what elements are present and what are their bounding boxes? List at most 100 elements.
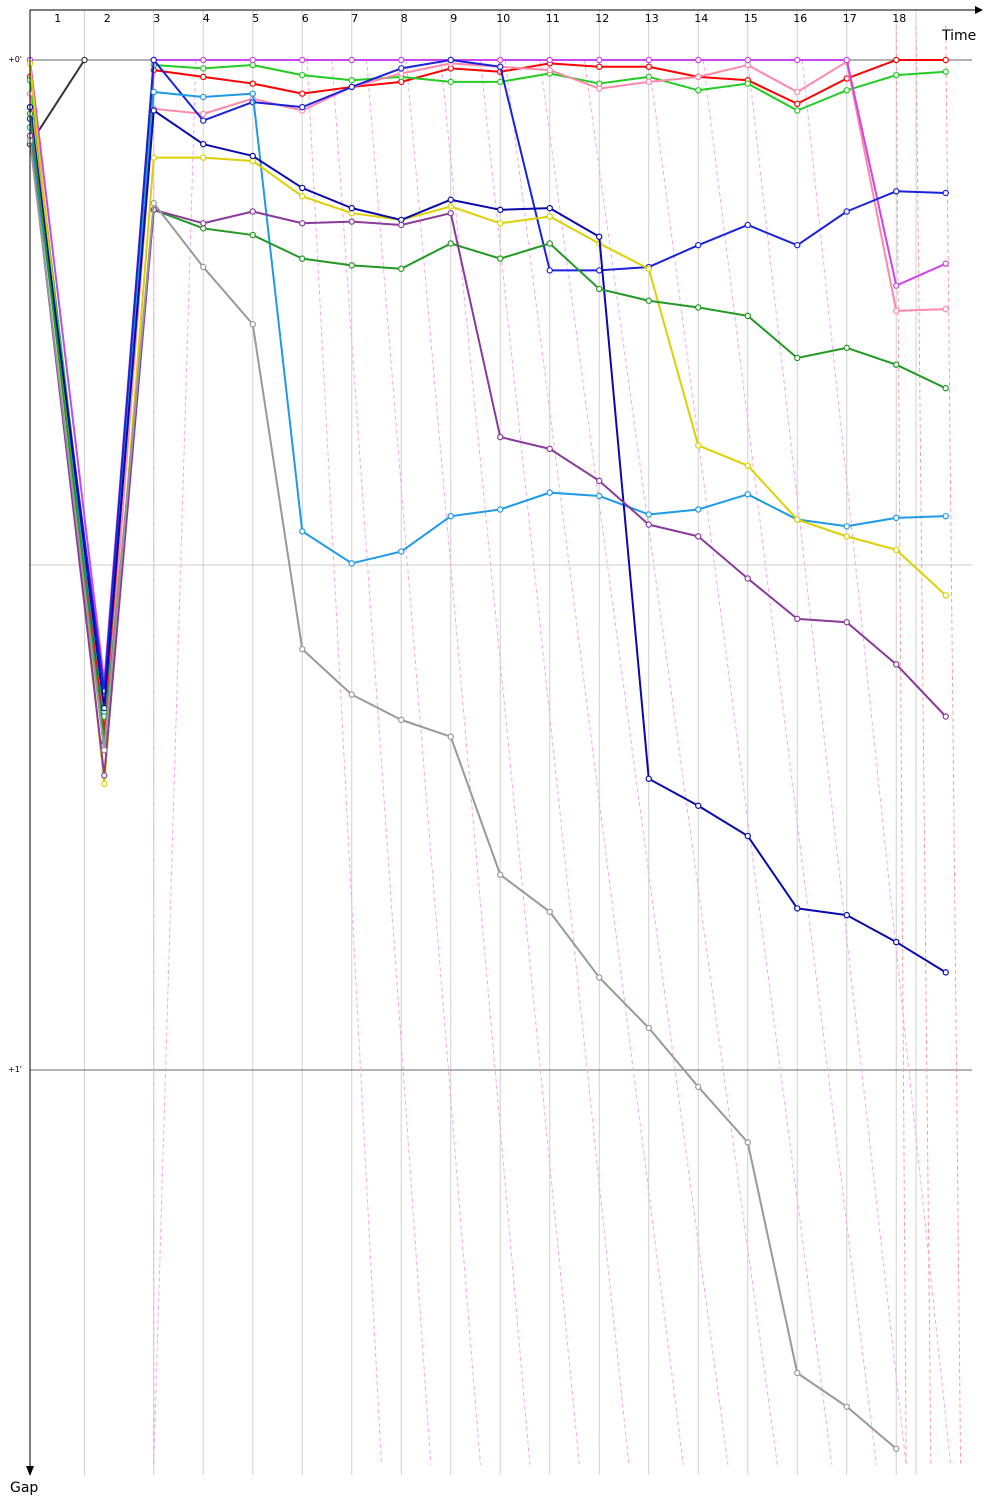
- series-5-point-17: [843, 56, 850, 64]
- y-tick-label-1: +0': [8, 55, 22, 64]
- series-11-point-14: [695, 533, 702, 540]
- lap-label-14: 14: [694, 12, 708, 25]
- series-10-point-14: [695, 304, 702, 311]
- y-axis-title: Gap: [10, 1480, 38, 1496]
- series-6-point-12: [596, 267, 603, 274]
- series-12-point-5: [249, 321, 256, 328]
- series-9-point-11: [546, 204, 553, 212]
- series-3-point-17: [843, 87, 850, 94]
- series-6-point-18: [893, 188, 900, 195]
- series-8-point-4: [200, 154, 207, 161]
- series-2-point-17: [843, 75, 850, 82]
- series-4-point-19: [942, 305, 949, 313]
- series-9-point-3: [150, 107, 157, 114]
- pit-line-3: [306, 59, 382, 1466]
- series-7-point-11: [546, 489, 553, 496]
- series-6-point-6: [299, 103, 306, 111]
- axes-layer: Time Gap: [10, 6, 983, 1496]
- pit-line-7: [440, 59, 580, 1466]
- lap-label-16: 16: [793, 12, 807, 25]
- series-2-point-9: [447, 65, 454, 72]
- x-axis-title: Time: [941, 28, 976, 44]
- pit-lines-layer: [153, 24, 962, 1466]
- series-3-point-13: [645, 73, 652, 81]
- series-10-point-15: [744, 312, 751, 320]
- series-4-point-4: [200, 110, 207, 118]
- series-11-point-2: [101, 772, 108, 779]
- series-10-point-8: [398, 265, 405, 272]
- series-3-point-16: [794, 107, 801, 114]
- red-pit-line-3: [945, 24, 962, 1466]
- series-8-point-18: [893, 546, 900, 554]
- x-axis-arrow: [975, 6, 983, 14]
- series-10-point-6: [299, 255, 306, 262]
- series-7-point-6: [299, 528, 306, 535]
- series-9-point-12: [596, 233, 603, 240]
- pit-line-10: [539, 59, 729, 1466]
- series-7-point-13: [645, 511, 652, 518]
- series-2-point-19: [942, 56, 949, 64]
- series-2-point-18: [893, 56, 900, 64]
- series-3-point-10: [497, 78, 504, 86]
- series-9-point-13: [645, 775, 652, 782]
- series-8-point-6: [299, 193, 306, 200]
- lap-label-12: 12: [595, 12, 609, 25]
- series-5-line: [29, 59, 947, 684]
- series-2-point-6: [299, 90, 306, 97]
- series-2-point-5: [249, 80, 256, 87]
- series-4-point-11: [546, 66, 553, 74]
- series-6-point-10: [497, 63, 504, 70]
- series-11-point-19: [942, 713, 949, 720]
- series-11-point-10: [497, 433, 504, 441]
- series-11-point-15: [744, 575, 751, 582]
- series-9-point-7: [348, 204, 355, 212]
- series-2-line: [29, 59, 946, 735]
- series-11-point-12: [596, 477, 603, 485]
- series-9-point-15: [744, 832, 751, 840]
- series-6-point-16: [794, 241, 801, 249]
- series-layer: [26, 56, 949, 1452]
- y-axis-arrow: [26, 1466, 34, 1476]
- series-8-point-14: [695, 442, 702, 449]
- series-5-point-8: [398, 56, 405, 64]
- series-12-point-2: [101, 746, 108, 754]
- series-8-point-10: [497, 220, 504, 227]
- series-6-point-9: [447, 56, 454, 64]
- lap-label-1: 1: [54, 12, 61, 25]
- series-5-point-5: [249, 56, 256, 64]
- series-7-point-15: [744, 491, 751, 498]
- series-7-point-17: [843, 523, 850, 530]
- pit-line-6: [405, 59, 531, 1466]
- series-12-point-14: [695, 1083, 702, 1091]
- series-2-point-16: [794, 100, 801, 107]
- lap-label-7: 7: [351, 12, 358, 25]
- pit-line-14: [747, 59, 907, 1466]
- pit-line-11: [583, 59, 778, 1466]
- series-10-point-5: [249, 231, 256, 239]
- series-8-point-17: [843, 533, 850, 540]
- series-9-point-19: [942, 969, 949, 976]
- series-12-point-18: [893, 1445, 900, 1452]
- series-4-point-13: [645, 78, 652, 86]
- pit-line-13: [702, 59, 877, 1466]
- series-5-point-7: [348, 56, 355, 64]
- series-6-point-4: [200, 117, 207, 124]
- lap-label-15: 15: [744, 12, 758, 25]
- series-8-point-9: [447, 203, 454, 210]
- series-8-point-15: [744, 462, 751, 469]
- pit-line-5: [366, 59, 481, 1466]
- series-11-point-8: [398, 221, 405, 229]
- series-7-point-18: [893, 514, 900, 522]
- series-3-point-14: [695, 87, 702, 94]
- series-6-point-7: [348, 83, 355, 91]
- series-7-line: [29, 90, 946, 713]
- series-8-point-2: [101, 780, 108, 788]
- series-7-point-14: [695, 506, 702, 513]
- lap-label-13: 13: [645, 12, 659, 25]
- series-10-point-16: [794, 354, 801, 362]
- lap-label-10: 10: [496, 12, 510, 25]
- series-11-point-9: [447, 209, 454, 217]
- series-1-point-2: [81, 56, 88, 64]
- series-6-point-17: [843, 208, 850, 215]
- red-pit-line-1: [895, 24, 907, 1466]
